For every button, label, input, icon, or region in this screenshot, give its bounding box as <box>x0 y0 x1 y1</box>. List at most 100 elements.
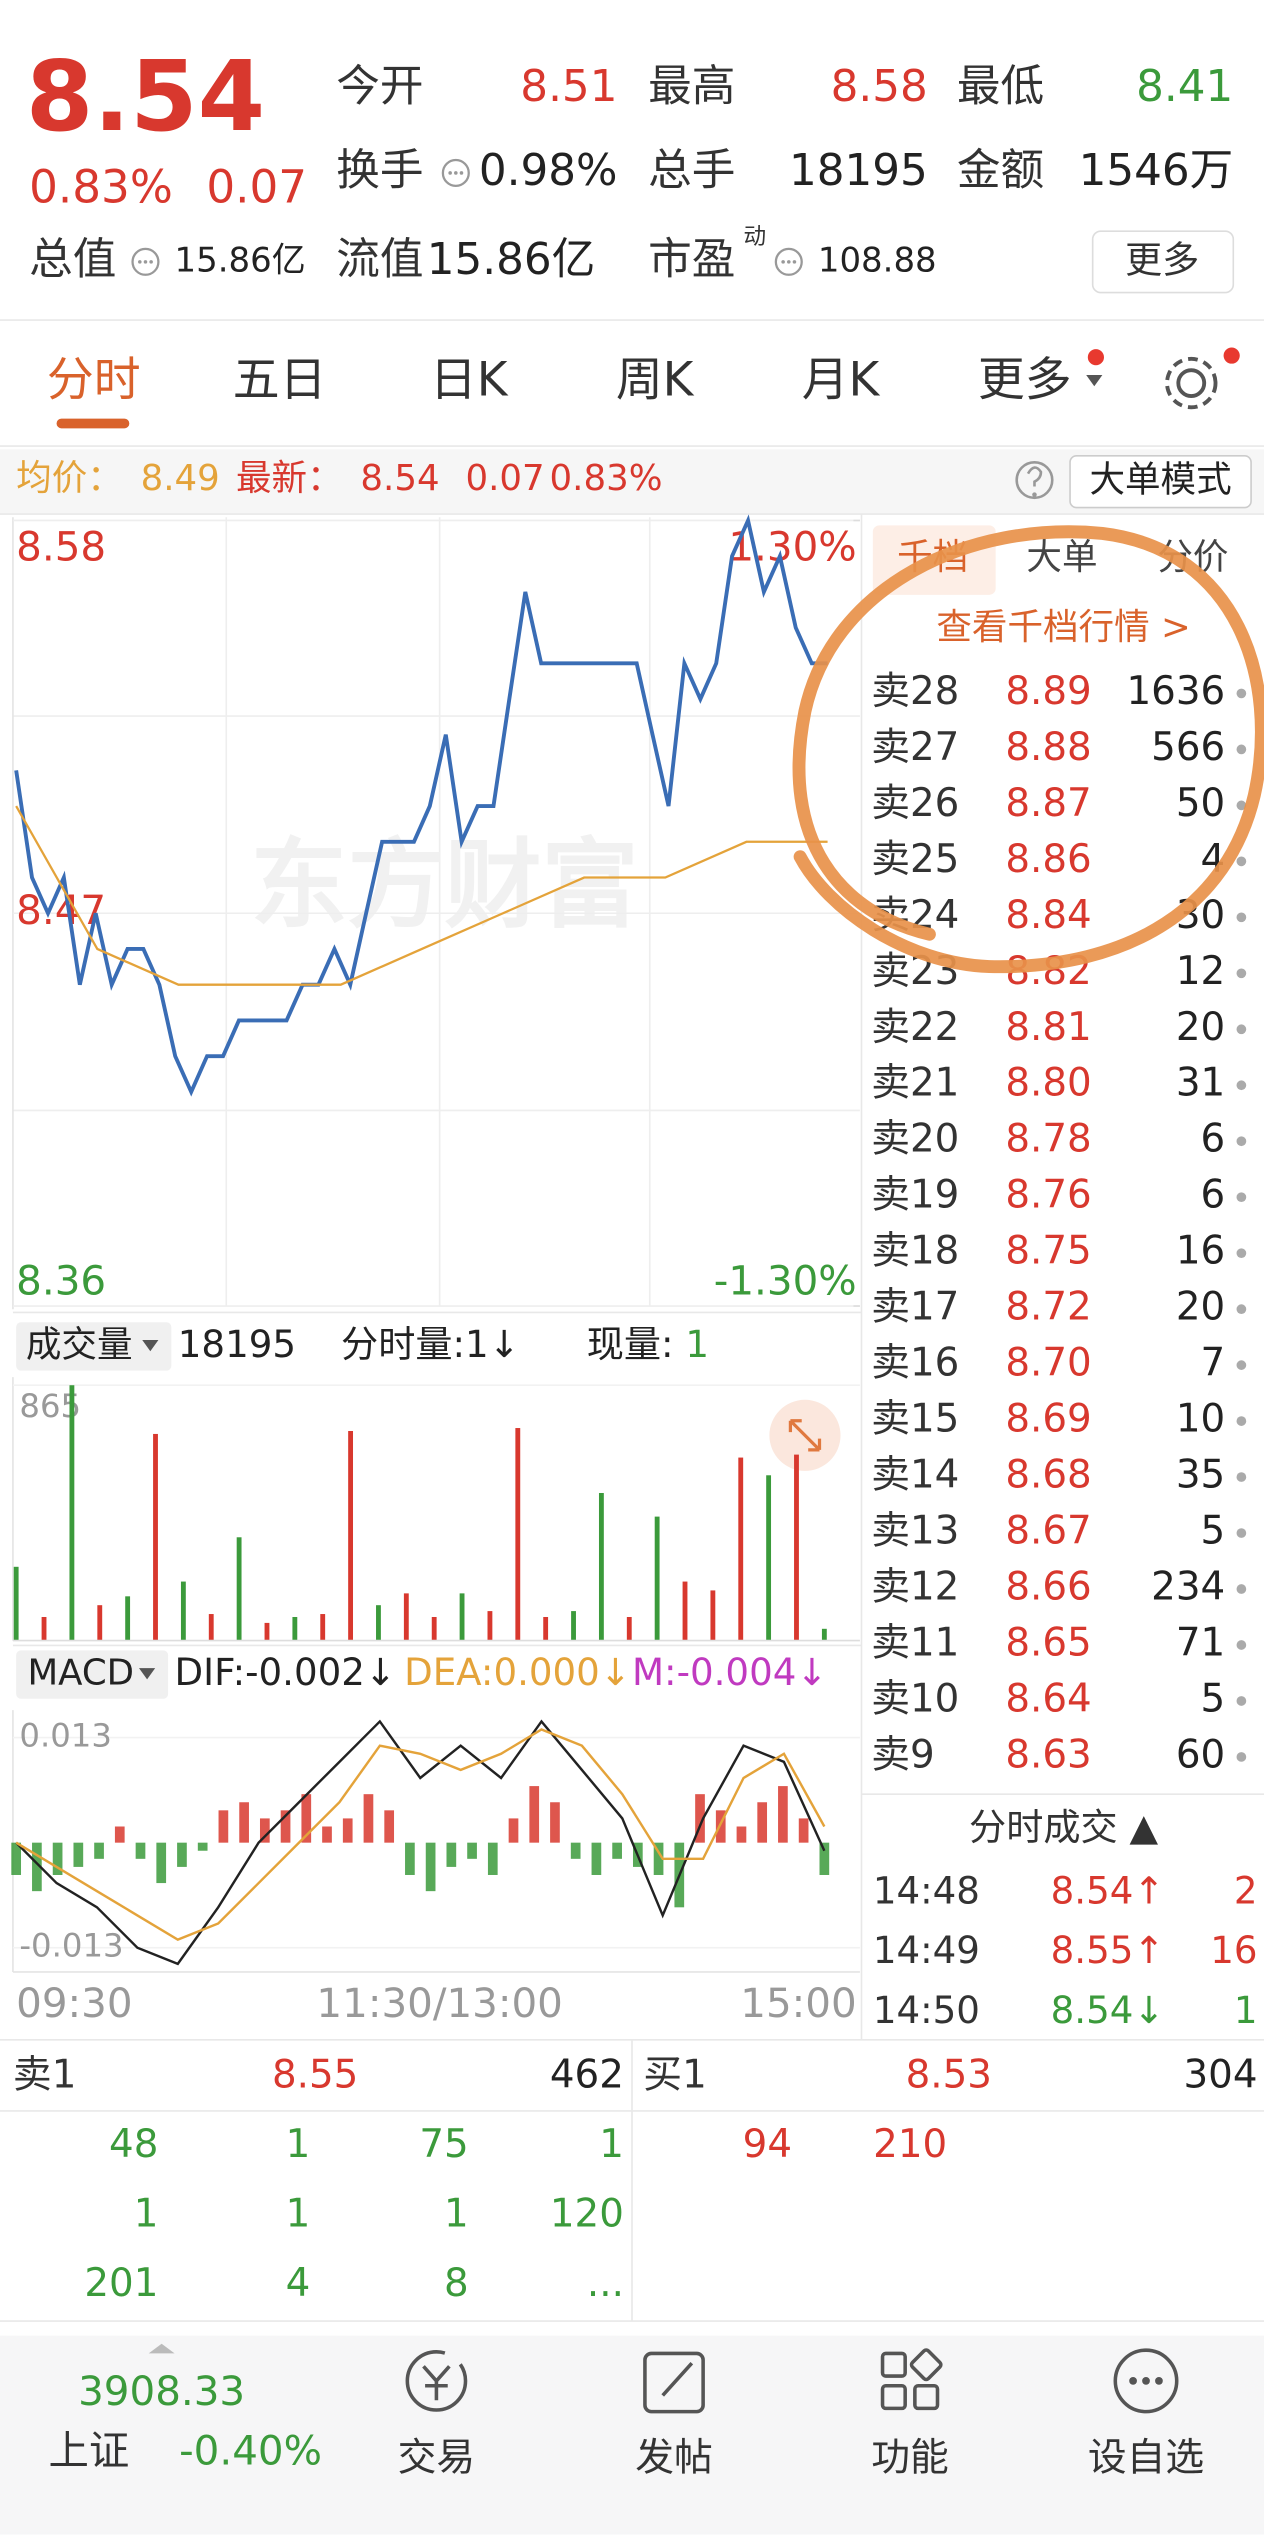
more-button-label: 更多 <box>1125 237 1199 281</box>
book-dot <box>1236 1584 1247 1594</box>
macd-bar <box>156 1842 167 1884</box>
book-qty: 566 <box>1151 725 1225 770</box>
book-label: 卖18 <box>871 1229 959 1274</box>
trade-price: 8.54↓ <box>1051 1988 1165 2032</box>
expand-icon[interactable] <box>769 1399 841 1471</box>
caret <box>1086 374 1103 387</box>
caret <box>142 1339 159 1352</box>
macd-bar <box>446 1842 457 1867</box>
nav-item: 交易 <box>398 2436 476 2481</box>
watermark: 东方财富 <box>251 829 639 942</box>
macd-bar <box>301 1794 312 1843</box>
book-dot <box>1236 1024 1247 1035</box>
macd-bar <box>322 1826 332 1843</box>
book-qty: 60 <box>1176 1732 1225 1777</box>
book-price: 8.81 <box>1005 1005 1091 1050</box>
field-value: 18195 <box>789 145 928 196</box>
book-price: 8.84 <box>1005 893 1091 938</box>
macd-bar <box>508 1818 519 1843</box>
trade-qty: 1 <box>1234 1988 1258 2032</box>
change-pct: 0.83% <box>29 161 173 214</box>
volume-bar <box>69 1385 75 1641</box>
book-price: 8.89 <box>1005 669 1091 714</box>
macd-bar <box>798 1818 809 1843</box>
info-dot <box>149 260 153 264</box>
ask-cell: 4 <box>286 2261 311 2306</box>
field-value: 1546万 <box>1079 145 1234 196</box>
trade-time: 14:49 <box>873 1928 980 1972</box>
latest-change-pct: 0.83% <box>550 458 663 499</box>
field-label: 金额 <box>957 145 1044 196</box>
book-label: 卖13 <box>871 1509 959 1554</box>
field-value: 8.58 <box>831 61 928 112</box>
y2-tick-label: 1.30% <box>728 523 856 571</box>
volume-bar <box>459 1593 465 1641</box>
help-icon[interactable] <box>1015 460 1054 500</box>
more-button[interactable] <box>1091 230 1235 294</box>
book-qty: 71 <box>1176 1620 1225 1665</box>
book-label: 卖28 <box>871 669 959 714</box>
ask-label: 卖1 <box>13 2053 76 2098</box>
book-qty: 5 <box>1201 1676 1226 1721</box>
bid-price: 8.53 <box>906 2053 992 2098</box>
x-tick-label: 11:30/13:00 <box>316 1979 562 2027</box>
volume-bar <box>13 1566 19 1641</box>
stat-value: 108.88 <box>818 240 937 280</box>
book-price: 8.76 <box>1005 1173 1091 1218</box>
volume-bar <box>348 1430 354 1641</box>
macd-bar <box>239 1802 249 1843</box>
index-value: 3908.33 <box>78 2367 245 2415</box>
macd-menu[interactable] <box>16 1650 169 1699</box>
ask-cell: 120 <box>550 2192 624 2237</box>
macd-m: M:-0.004↓ <box>632 1650 827 1694</box>
book-price: 8.70 <box>1005 1341 1091 1386</box>
macd-bar <box>342 1818 353 1843</box>
macd-bar <box>778 1786 788 1843</box>
field-label: 最高 <box>648 61 735 112</box>
macd-bar <box>197 1842 208 1851</box>
tab: 五日 <box>233 353 327 408</box>
stat-sup: 动 <box>744 224 767 250</box>
volume-bar <box>180 1581 186 1641</box>
tab: 更多 <box>978 353 1072 408</box>
volume-menu-label: 成交量 <box>26 1324 133 1365</box>
book-tab: 大单 <box>1026 537 1097 578</box>
latest-value: 8.54 <box>360 458 439 499</box>
caret <box>139 1668 156 1680</box>
book-qty: 234 <box>1151 1565 1225 1610</box>
info-dot <box>448 171 452 175</box>
volume-bar <box>515 1428 521 1641</box>
volume-bar <box>571 1611 576 1641</box>
stat-label: 流值 <box>336 234 423 285</box>
tab: 分时 <box>47 353 141 408</box>
volume-bar <box>598 1492 604 1641</box>
macd-bar <box>363 1794 374 1843</box>
volume-bar <box>487 1611 493 1641</box>
macd-bar <box>715 1810 726 1843</box>
trade-time: 14:50 <box>873 1988 980 2032</box>
field-value: 8.51 <box>520 61 617 112</box>
big-order-button[interactable] <box>1069 455 1252 509</box>
big-order-label: 大单模式 <box>1089 460 1231 501</box>
book-price: 8.64 <box>1005 1676 1091 1721</box>
book-dot <box>1236 1248 1247 1259</box>
separators <box>0 319 1264 2322</box>
latest-change: 0.07 <box>466 458 545 499</box>
volume-bar <box>766 1475 772 1641</box>
nav-item: 设自选 <box>1088 2436 1204 2481</box>
book-price: 8.66 <box>1005 1565 1091 1610</box>
book-label: 卖21 <box>871 1061 959 1106</box>
y-tick-label: -0.013 <box>19 1927 123 1965</box>
change: 0.07 <box>206 161 307 214</box>
volume-bar <box>208 1614 214 1641</box>
latest-label: 最新： <box>236 458 343 499</box>
volume-menu[interactable] <box>16 1322 172 1371</box>
settings-icon[interactable] <box>1165 356 1218 410</box>
book-qty: 7 <box>1201 1341 1226 1386</box>
hand-drawn-circle <box>792 525 1264 974</box>
book-qty: 10 <box>1176 1397 1225 1442</box>
volume-bar <box>710 1590 716 1641</box>
book-label: 卖25 <box>871 837 959 882</box>
book-dot <box>1236 1360 1247 1370</box>
book-label: 卖14 <box>871 1453 959 1498</box>
